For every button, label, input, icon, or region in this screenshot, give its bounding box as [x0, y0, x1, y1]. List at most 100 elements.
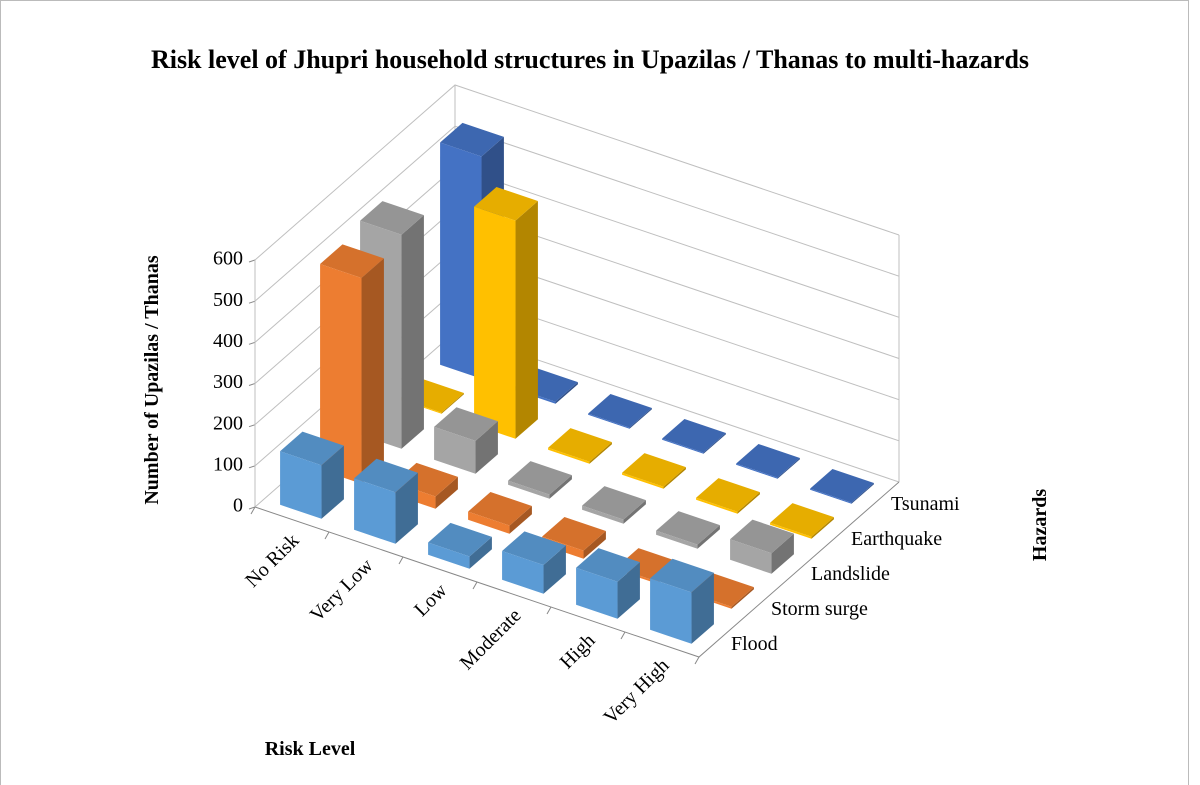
- bar-front: [588, 413, 630, 429]
- bar-side: [697, 525, 720, 549]
- bar-side: [401, 215, 424, 449]
- bar-front: [474, 206, 516, 439]
- series-label: Storm surge: [771, 598, 868, 620]
- y-tick: [248, 300, 256, 304]
- y-axis-title: Number of Upazilas / Thanas: [141, 255, 163, 505]
- bar: [696, 478, 760, 514]
- x-tick-mark: [324, 531, 330, 540]
- x-tick-mark: [694, 656, 700, 665]
- bar-top: [650, 558, 714, 593]
- bar-front: [736, 463, 778, 479]
- bar-top: [542, 516, 606, 551]
- bar: [810, 468, 874, 504]
- bar-side: [583, 530, 606, 559]
- bar: [576, 548, 640, 619]
- bar-front: [502, 550, 544, 594]
- bar-top: [468, 491, 532, 526]
- bar-top: [730, 519, 794, 554]
- bar-side: [731, 587, 754, 609]
- chart-title: Risk level of Jhupri household structure…: [150, 45, 1030, 74]
- x-tick-mark: [398, 556, 404, 565]
- bar-top: [474, 187, 538, 221]
- series-label: Flood: [731, 633, 778, 655]
- bar: [474, 187, 538, 439]
- bar-top: [548, 428, 612, 462]
- bar: [280, 431, 344, 519]
- x-tick-label: No Risk: [241, 529, 303, 591]
- bar-front: [622, 472, 664, 489]
- bar: [770, 503, 834, 539]
- bar-front: [810, 488, 852, 504]
- y-tick-label: 400: [213, 330, 243, 352]
- grid-line: [254, 84, 900, 261]
- bar: [428, 522, 492, 569]
- bar-side: [629, 407, 652, 429]
- bar-side: [589, 442, 612, 464]
- bar-side: [617, 562, 640, 619]
- y-tick-label: 100: [213, 453, 243, 475]
- bar-top: [360, 201, 424, 235]
- x-axis-title: Risk Level: [265, 738, 356, 760]
- bar-side: [469, 536, 492, 569]
- y-tick: [248, 424, 256, 428]
- bar: [320, 244, 384, 484]
- bar: [468, 491, 532, 534]
- bar-top: [810, 468, 874, 503]
- bar-top: [770, 503, 834, 537]
- bar-side: [663, 467, 686, 489]
- bar-top: [320, 244, 384, 278]
- bar-front: [576, 567, 618, 619]
- bar-front: [428, 542, 470, 569]
- bar-side: [737, 492, 760, 514]
- bar-top: [508, 461, 572, 495]
- bar: [354, 458, 418, 544]
- bar-side: [515, 201, 538, 439]
- bar-top: [662, 418, 726, 453]
- y-tick-label: 0: [233, 495, 243, 517]
- bar-top: [588, 393, 652, 428]
- bar-front: [696, 497, 738, 514]
- y-tick-label: 600: [213, 248, 243, 270]
- bar: [582, 486, 646, 524]
- x-tick-label: Moderate: [456, 604, 526, 674]
- series-label: Landslide: [811, 563, 890, 585]
- bar-side: [395, 472, 418, 544]
- bar-side: [361, 258, 384, 484]
- bar-front: [434, 426, 476, 474]
- bar-side: [771, 533, 794, 574]
- bar: [434, 407, 498, 474]
- bar: [502, 531, 566, 594]
- bar-side: [555, 382, 578, 404]
- x-tick-label: Low: [410, 579, 452, 621]
- series-label: Earthquake: [851, 528, 942, 550]
- x-tick-mark: [620, 631, 626, 640]
- bar-front: [354, 478, 396, 544]
- x-tick-mark: [250, 506, 256, 515]
- bar-top: [576, 548, 640, 582]
- bar-top: [354, 458, 418, 493]
- bar-side: [543, 545, 566, 594]
- bar-front: [280, 451, 322, 519]
- bar: [588, 393, 652, 429]
- bar-side: [441, 392, 464, 414]
- bar-front: [662, 438, 704, 454]
- bar-front: [582, 505, 624, 524]
- y-tick-label: 300: [213, 371, 243, 393]
- bar: [508, 461, 572, 499]
- bar-side: [851, 482, 874, 504]
- bar-side: [623, 500, 646, 524]
- bar: [730, 519, 794, 574]
- y-tick: [248, 383, 256, 386]
- bar-top: [696, 478, 760, 512]
- bar: [662, 418, 726, 454]
- bar-side: [509, 505, 532, 534]
- bar-top: [280, 431, 344, 466]
- x-tick-label: High: [556, 629, 600, 673]
- bar-front: [320, 263, 362, 484]
- x-tick-mark: [472, 581, 478, 590]
- y-tick-label: 500: [213, 289, 243, 311]
- bar: [622, 453, 686, 489]
- bar-front: [468, 511, 510, 534]
- bar-front: [650, 578, 692, 644]
